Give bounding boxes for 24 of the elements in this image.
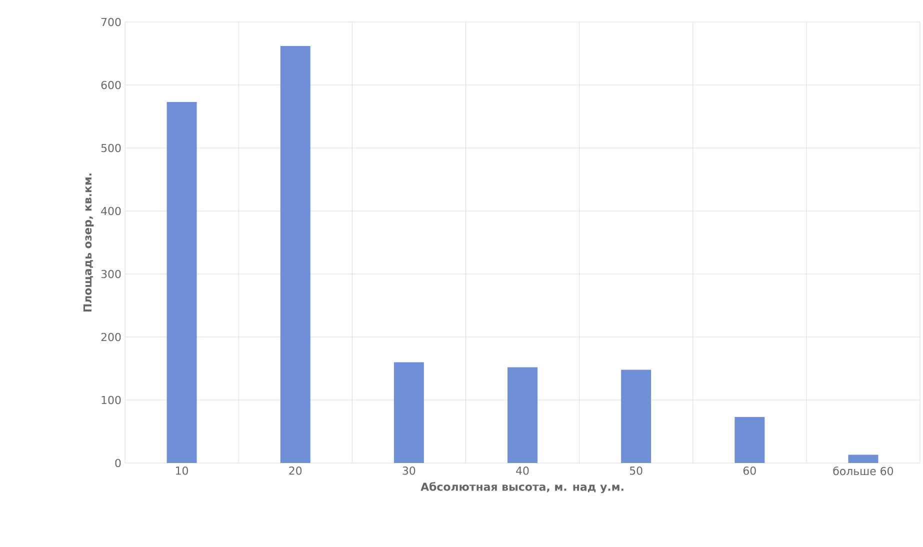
y-axis-title: Площадь озер, кв.км. [83,174,94,312]
x-tick-label: 30 [402,466,416,475]
y-tick-label: 400 [101,206,121,216]
bar [508,367,538,463]
x-tick-label: больше 60 [833,466,894,476]
bar [848,454,878,463]
y-tick-label: 700 [101,18,121,26]
x-tick-label: 50 [630,466,642,475]
y-tick-label: 100 [102,396,121,404]
bar [734,417,765,463]
y-tick-label: 500 [101,144,121,152]
y-tick-label: 0 [115,458,121,468]
bar [280,46,310,463]
bar [394,362,424,463]
y-tick-label: 200 [101,332,121,342]
bar [166,102,197,463]
x-tick-label: 20 [289,466,302,475]
bar [621,370,652,463]
x-tick-label: 40 [516,466,529,475]
x-tick-label: 10 [176,466,188,475]
y-tick-label: 300 [101,270,121,278]
x-tick-label: 60 [743,466,756,475]
y-tick-label: 600 [101,80,121,90]
x-axis-title: Абсолютная высота, м. над у.м. [420,482,624,494]
